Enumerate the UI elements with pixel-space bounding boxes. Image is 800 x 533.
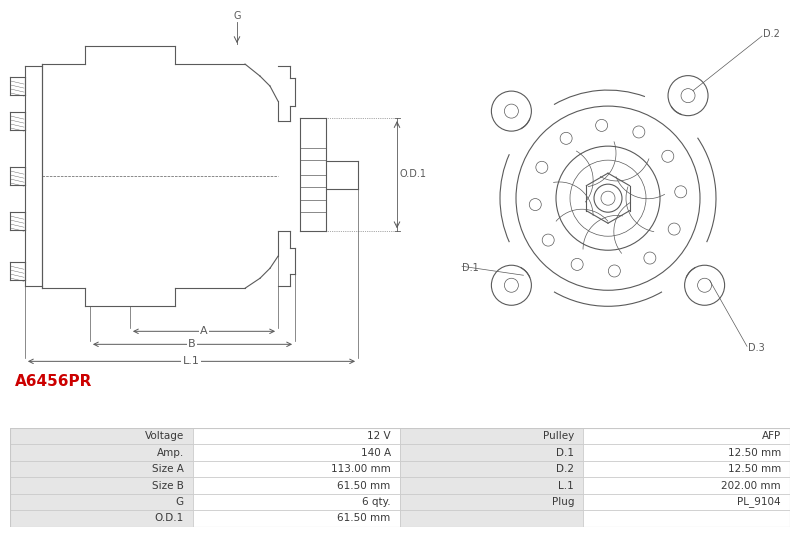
- Text: 61.50 mm: 61.50 mm: [338, 481, 390, 490]
- FancyBboxPatch shape: [400, 428, 583, 445]
- Text: Pulley: Pulley: [543, 431, 574, 441]
- Text: L.1: L.1: [182, 357, 199, 366]
- FancyBboxPatch shape: [193, 478, 400, 494]
- FancyBboxPatch shape: [583, 478, 790, 494]
- Text: D.1: D.1: [462, 263, 478, 273]
- FancyBboxPatch shape: [193, 445, 400, 461]
- Text: Size A: Size A: [152, 464, 184, 474]
- Text: Voltage: Voltage: [145, 431, 184, 441]
- Text: 12 V: 12 V: [367, 431, 390, 441]
- Text: G: G: [175, 497, 184, 507]
- FancyBboxPatch shape: [10, 478, 193, 494]
- Text: AFP: AFP: [762, 431, 781, 441]
- FancyBboxPatch shape: [400, 510, 583, 527]
- FancyBboxPatch shape: [583, 510, 790, 527]
- Text: D.1: D.1: [556, 448, 574, 458]
- Text: Size B: Size B: [152, 481, 184, 490]
- FancyBboxPatch shape: [10, 461, 193, 478]
- Text: D.2: D.2: [763, 29, 780, 39]
- FancyBboxPatch shape: [193, 428, 400, 445]
- FancyBboxPatch shape: [193, 461, 400, 478]
- FancyBboxPatch shape: [583, 428, 790, 445]
- Text: Amp.: Amp.: [157, 448, 184, 458]
- FancyBboxPatch shape: [400, 445, 583, 461]
- Text: D.2: D.2: [556, 464, 574, 474]
- Text: 12.50 mm: 12.50 mm: [728, 448, 781, 458]
- Text: L.1: L.1: [558, 481, 574, 490]
- FancyBboxPatch shape: [10, 494, 193, 510]
- Text: O.D.1: O.D.1: [154, 513, 184, 523]
- Text: 202.00 mm: 202.00 mm: [722, 481, 781, 490]
- Text: 113.00 mm: 113.00 mm: [331, 464, 390, 474]
- FancyBboxPatch shape: [400, 478, 583, 494]
- FancyBboxPatch shape: [193, 494, 400, 510]
- FancyBboxPatch shape: [10, 445, 193, 461]
- Text: A6456PR: A6456PR: [15, 374, 92, 389]
- Text: B: B: [188, 340, 196, 349]
- Text: O.D.1: O.D.1: [400, 169, 427, 179]
- Text: PL_9104: PL_9104: [738, 497, 781, 507]
- FancyBboxPatch shape: [193, 510, 400, 527]
- FancyBboxPatch shape: [400, 494, 583, 510]
- Text: A: A: [200, 326, 208, 336]
- Text: 6 qty.: 6 qty.: [362, 497, 390, 507]
- Text: 61.50 mm: 61.50 mm: [338, 513, 390, 523]
- FancyBboxPatch shape: [400, 461, 583, 478]
- FancyBboxPatch shape: [10, 428, 193, 445]
- Text: 12.50 mm: 12.50 mm: [728, 464, 781, 474]
- FancyBboxPatch shape: [10, 510, 193, 527]
- FancyBboxPatch shape: [583, 494, 790, 510]
- Text: G: G: [234, 11, 241, 21]
- FancyBboxPatch shape: [583, 461, 790, 478]
- Text: D.3: D.3: [748, 343, 765, 353]
- FancyBboxPatch shape: [583, 445, 790, 461]
- Text: 140 A: 140 A: [361, 448, 390, 458]
- Text: Plug: Plug: [552, 497, 574, 507]
